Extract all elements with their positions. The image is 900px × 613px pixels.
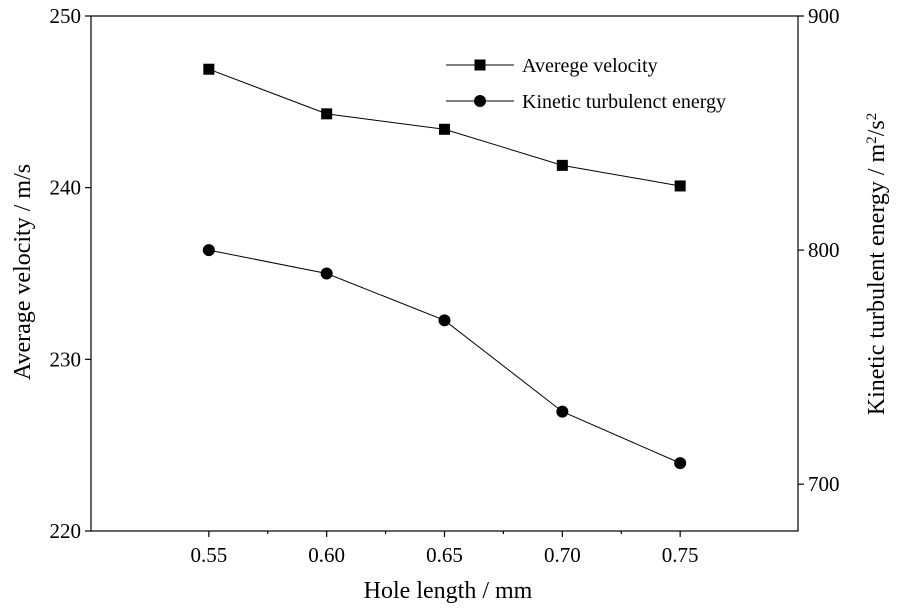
- y-left-axis-title: Average velocity / m/s: [10, 164, 36, 380]
- legend-marker-circle: [474, 95, 486, 107]
- data-point-square: [203, 63, 215, 75]
- y-right-axis-title-sup2: 2: [864, 113, 880, 121]
- y-right-tick-label: 900: [808, 4, 840, 28]
- legend: Averege velocity Kinetic turbulenct energ…: [446, 55, 726, 113]
- y-right-axis-title: Kinetic turbulent energy / m2/s2: [864, 113, 890, 416]
- data-point-circle: [438, 314, 451, 327]
- y-right-axis-title-sup1: 2: [864, 136, 880, 144]
- data-point-square: [674, 180, 686, 192]
- data-point-circle: [674, 457, 687, 470]
- y-right-tick-label: 700: [808, 472, 840, 496]
- legend-marker-square: [474, 59, 486, 71]
- x-tick-label: 0.65: [426, 543, 463, 567]
- data-point-square: [556, 159, 568, 171]
- series-line-2: [208, 249, 681, 464]
- data-point-circle: [202, 244, 215, 257]
- data-point-circle: [556, 405, 569, 418]
- ticks: 0.55 0.60 0.65 0.70 0.75 220 230 240 250 700 800 90…: [50, 4, 840, 567]
- x-tick-label: 0.60: [308, 543, 345, 567]
- y-left-tick-label: 250: [50, 4, 82, 28]
- y-right-axis-title-prefix: Kinetic turbulent energy / m: [864, 143, 890, 415]
- x-tick-label: 0.55: [190, 543, 227, 567]
- x-axis-title: Hole length / mm: [364, 578, 533, 604]
- legend-label: Kinetic turbulenct energy: [522, 91, 726, 113]
- x-tick-label: 0.75: [662, 543, 699, 567]
- data-point-square: [321, 108, 333, 120]
- y-right-tick-label: 800: [808, 238, 840, 262]
- data-point-square: [439, 123, 450, 135]
- y-left-tick-label: 230: [50, 347, 82, 371]
- series-group: [202, 63, 687, 470]
- x-tick-label: 0.70: [544, 543, 581, 567]
- data-point-circle: [320, 267, 333, 280]
- legend-label: Averege velocity: [522, 55, 658, 77]
- y-right-axis-title-mid: /s: [864, 120, 890, 136]
- y-left-tick-label: 240: [50, 176, 82, 200]
- y-left-tick-label: 220: [50, 519, 82, 543]
